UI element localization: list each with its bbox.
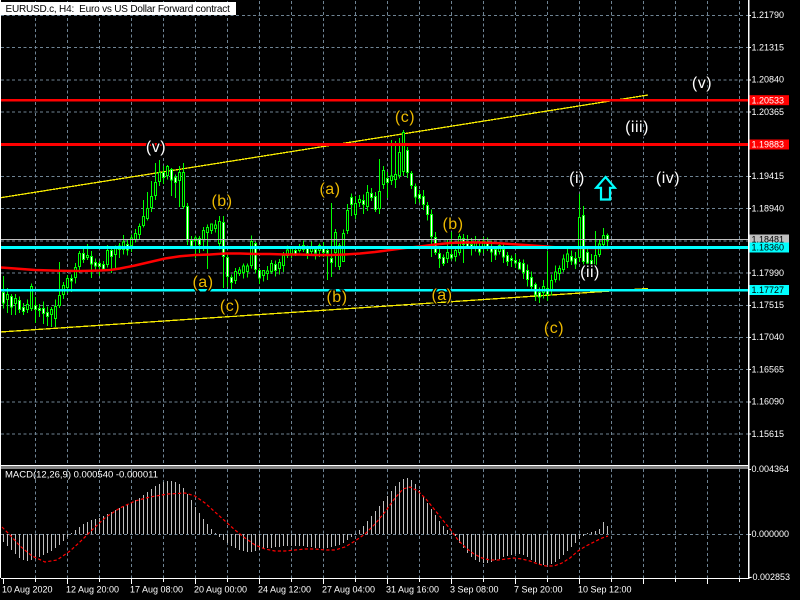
- svg-text:0.000000: 0.000000: [752, 529, 790, 539]
- svg-text:31 Aug 16:00: 31 Aug 16:00: [386, 585, 439, 595]
- svg-text:1.17727: 1.17727: [752, 285, 785, 295]
- svg-text:(a): (a): [431, 287, 452, 304]
- svg-text:(v): (v): [146, 139, 166, 156]
- svg-text:(iii): (iii): [625, 119, 649, 136]
- svg-text:10 Sep 12:00: 10 Sep 12:00: [578, 585, 632, 595]
- svg-text:1.18360: 1.18360: [752, 243, 785, 253]
- svg-text:1.19415: 1.19415: [752, 171, 785, 181]
- svg-text:1.15615: 1.15615: [752, 429, 785, 439]
- svg-text:(c): (c): [220, 298, 240, 315]
- svg-text:(a): (a): [319, 181, 340, 198]
- svg-text:(iv): (iv): [656, 170, 680, 187]
- svg-text:(i): (i): [569, 170, 585, 187]
- svg-text:(b): (b): [326, 289, 347, 306]
- svg-text:1.16090: 1.16090: [752, 397, 785, 407]
- svg-text:17 Aug 08:00: 17 Aug 08:00: [130, 585, 183, 595]
- svg-text:1.19883: 1.19883: [752, 140, 785, 150]
- svg-text:1.21790: 1.21790: [752, 10, 785, 20]
- svg-text:EURUSD.c, H4: Euro vs US Doll: EURUSD.c, H4: Euro vs US Dollar Forward …: [6, 4, 231, 15]
- svg-text:1.18481: 1.18481: [752, 235, 785, 245]
- svg-text:(b): (b): [211, 193, 232, 210]
- svg-text:0.004364: 0.004364: [752, 464, 790, 474]
- svg-text:(c): (c): [395, 109, 415, 126]
- svg-text:1.16565: 1.16565: [752, 364, 785, 374]
- svg-text:12 Aug 20:00: 12 Aug 20:00: [66, 585, 119, 595]
- svg-text:1.20840: 1.20840: [752, 75, 785, 85]
- svg-text:27 Aug 04:00: 27 Aug 04:00: [322, 585, 375, 595]
- svg-text:MACD(12,26,9) 0.000540 -0.0000: MACD(12,26,9) 0.000540 -0.000011: [5, 470, 158, 481]
- svg-text:1.17990: 1.17990: [752, 268, 785, 278]
- svg-text:1.17040: 1.17040: [752, 332, 785, 342]
- svg-text:(c): (c): [544, 320, 564, 337]
- svg-text:20 Aug 00:00: 20 Aug 00:00: [194, 585, 247, 595]
- svg-text:(a): (a): [192, 274, 213, 291]
- svg-text:1.21315: 1.21315: [752, 42, 785, 52]
- svg-text:24 Aug 12:00: 24 Aug 12:00: [258, 585, 311, 595]
- svg-text:1.17515: 1.17515: [752, 300, 785, 310]
- svg-text:1.20533: 1.20533: [752, 95, 785, 105]
- svg-text:7 Sep 20:00: 7 Sep 20:00: [514, 585, 563, 595]
- svg-text:1.18940: 1.18940: [752, 203, 785, 213]
- svg-text:(ii): (ii): [580, 264, 600, 281]
- svg-text:10 Aug 2020: 10 Aug 2020: [2, 585, 53, 595]
- svg-text:-0.002853: -0.002853: [750, 572, 791, 582]
- svg-text:1.20365: 1.20365: [752, 107, 785, 117]
- svg-text:(b): (b): [442, 216, 463, 233]
- svg-text:3 Sep 08:00: 3 Sep 08:00: [450, 585, 499, 595]
- svg-text:(v): (v): [692, 75, 712, 92]
